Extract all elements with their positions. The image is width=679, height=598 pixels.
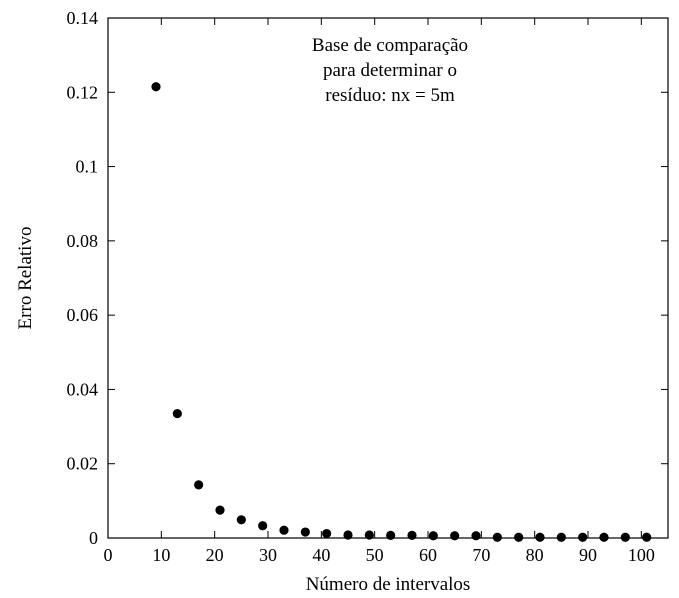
data-point [428, 531, 438, 541]
x-tick-label: 60 [419, 545, 437, 565]
data-point [172, 408, 182, 419]
y-tick-label: 0.1 [76, 157, 99, 177]
x-tick-label: 80 [526, 545, 544, 565]
data-point [620, 532, 630, 542]
annotation-line-3: resíduo: nx = 5m [325, 85, 455, 106]
data-point [407, 530, 417, 541]
x-tick-label: 70 [472, 545, 490, 565]
y-axis-ticks: 0 0.02 0.04 0.06 0.08 0.1 0.12 0.14 [67, 8, 668, 548]
y-tick-label: 0.08 [67, 231, 99, 251]
annotation-line-1: Base de comparação [312, 35, 468, 56]
x-tick-label: 0 [104, 545, 113, 565]
y-tick-label: 0.06 [67, 305, 99, 325]
data-point [215, 505, 225, 515]
x-axis-ticks: 0 10 20 30 40 50 60 70 80 90 100 [104, 18, 655, 565]
data-point [556, 532, 566, 542]
data-point [322, 528, 332, 539]
x-tick-label: 100 [628, 545, 655, 565]
y-tick-label: 0.12 [67, 82, 99, 102]
y-tick-label: 0.04 [67, 379, 99, 399]
data-point [194, 480, 204, 490]
data-point [151, 82, 161, 92]
data-point [514, 532, 524, 542]
data-point [258, 521, 268, 531]
data-point [599, 532, 609, 542]
y-tick-label: 0.02 [67, 454, 99, 474]
data-point [578, 532, 588, 542]
x-tick-label: 90 [579, 545, 597, 565]
x-tick-label: 20 [206, 545, 224, 565]
y-tick-label: 0 [89, 528, 98, 548]
x-tick-label: 30 [259, 545, 277, 565]
y-axis-label: Erro Relativo [15, 227, 36, 330]
y-tick-label: 0.14 [67, 8, 99, 28]
data-point [450, 531, 460, 541]
data-point [279, 525, 289, 535]
data-points [151, 82, 652, 542]
data-point [236, 515, 246, 525]
data-point [386, 530, 396, 541]
x-tick-label: 40 [312, 545, 330, 565]
x-axis-label: Número de intervalos [306, 574, 471, 595]
data-point [471, 531, 481, 541]
x-tick-label: 50 [366, 545, 384, 565]
data-point [364, 530, 374, 540]
data-point [642, 532, 652, 542]
data-point [492, 532, 502, 542]
data-point [535, 532, 545, 542]
x-tick-label: 10 [152, 545, 170, 565]
data-point [343, 530, 353, 540]
data-point [300, 527, 310, 537]
annotation-line-2: para determinar o [323, 60, 457, 81]
